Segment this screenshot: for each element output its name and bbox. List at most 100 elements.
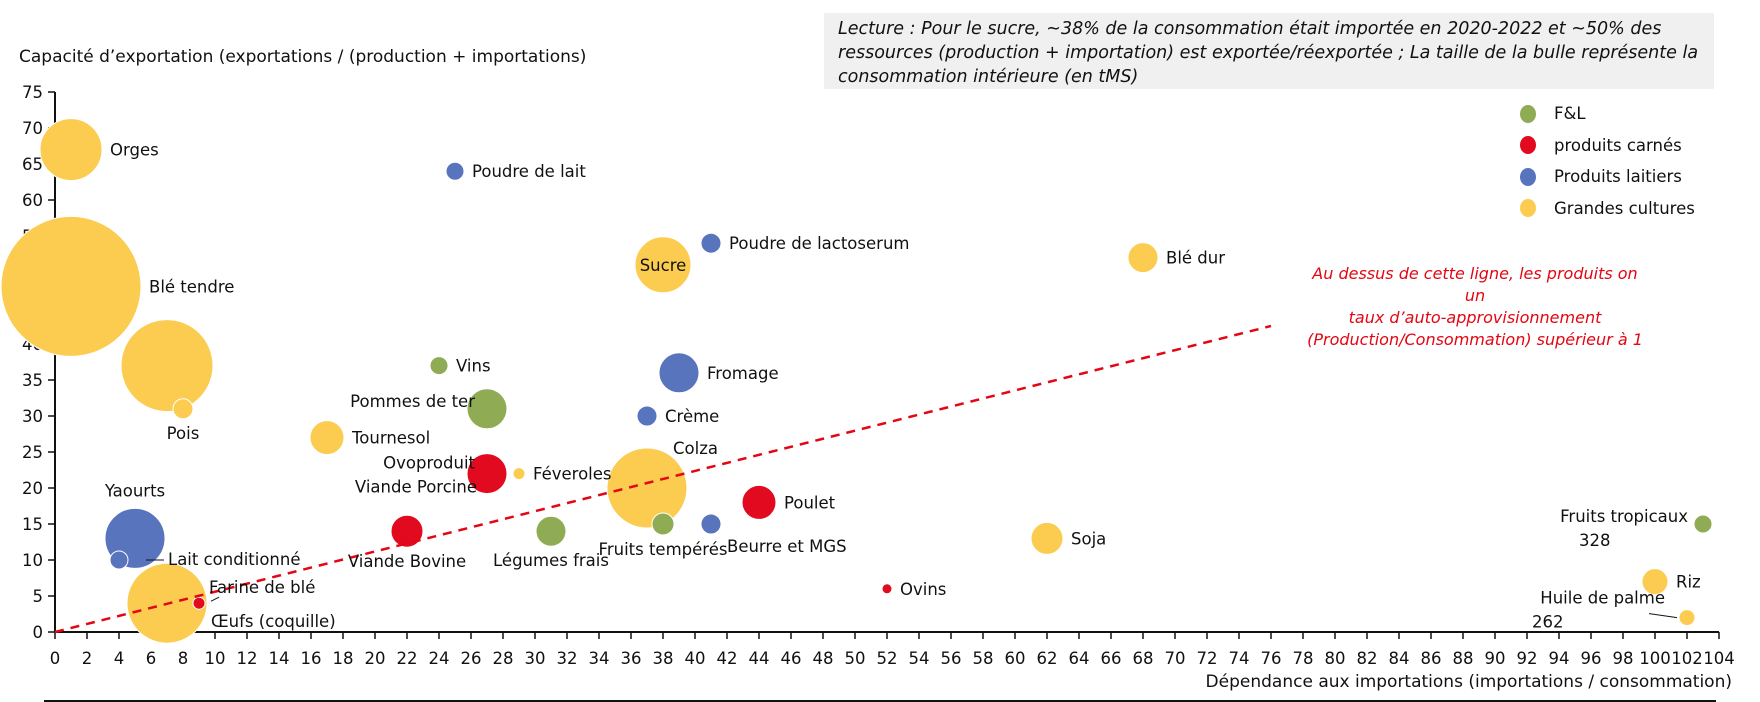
- x-tick-label: 20: [365, 649, 386, 668]
- bubble-fromage: [658, 352, 700, 394]
- x-tick-label: 14: [269, 649, 290, 668]
- bubble-label: Huile de palme: [1540, 589, 1665, 608]
- leader-line: [210, 596, 220, 602]
- x-tick-label: 40: [685, 649, 706, 668]
- bubble-orges: [39, 118, 103, 182]
- y-tick-label: 25: [22, 443, 43, 462]
- bubble-label: Ovins: [900, 580, 946, 599]
- x-tick-label: 72: [1197, 649, 1218, 668]
- bubble-label: Blé tendre: [149, 277, 234, 296]
- x-tick-label: 0: [50, 649, 61, 668]
- bubble-bl-tendre: [0, 215, 142, 357]
- bubble-poulet: [741, 484, 777, 520]
- x-tick-label: 34: [589, 649, 610, 668]
- bottom-rule: [44, 700, 1716, 702]
- x-tick-label: 84: [1389, 649, 1410, 668]
- bubble-label: Farine de blé: [209, 578, 315, 597]
- x-tick-label: 62: [1037, 649, 1058, 668]
- bubble-label: Féveroles: [533, 465, 612, 484]
- x-tick-label: 68: [1133, 649, 1154, 668]
- x-tick-label: 38: [653, 649, 674, 668]
- bubble-label: Crème: [665, 407, 719, 426]
- bubble-label: Ovoproduit: [383, 453, 475, 472]
- bubble-value-label: 328: [1579, 531, 1611, 550]
- x-tick-label: 42: [717, 649, 738, 668]
- x-tick-label: 94: [1549, 649, 1570, 668]
- legend-marker: [1520, 167, 1536, 186]
- bubble-label: Colza: [673, 439, 718, 458]
- x-tick-label: 70: [1165, 649, 1186, 668]
- bubble-label: Poudre de lactoserum: [729, 234, 909, 253]
- x-tick-label: 64: [1069, 649, 1090, 668]
- bubble-poudre-de-lait: [445, 161, 465, 181]
- y-tick-label: 30: [22, 407, 43, 426]
- bubble-label: Tournesol: [351, 429, 430, 448]
- bubble-vins: [429, 356, 449, 376]
- x-tick-label: 8: [178, 649, 189, 668]
- x-tick-label: 92: [1517, 649, 1538, 668]
- bubble-label: Soja: [1071, 529, 1106, 548]
- bubble-label: Yaourts: [104, 481, 165, 500]
- bubble-label: Riz: [1676, 573, 1701, 592]
- bubble-label: Beurre et MGS: [727, 537, 847, 556]
- x-tick-label: 88: [1453, 649, 1474, 668]
- bubble-beurre-et-mgs: [700, 513, 722, 535]
- bubble-label: Pois: [167, 424, 200, 443]
- x-tick-label: 86: [1421, 649, 1442, 668]
- x-tick-label: 30: [525, 649, 546, 668]
- bubble-fruits-temp-r-s: [651, 512, 675, 536]
- bubble-label: Viande Bovine: [348, 552, 466, 571]
- x-tick-label: 78: [1293, 649, 1314, 668]
- bubble-pommes-de-ter: [466, 388, 508, 430]
- x-tick-label: 104: [1703, 649, 1735, 668]
- bubble-label: Viande Porcine: [355, 478, 477, 497]
- y-tick-label: 10: [22, 551, 43, 570]
- legend-label: F&L: [1554, 104, 1586, 124]
- bubble-label: Poulet: [784, 493, 836, 512]
- bubble-label: Fruits tempérés: [599, 540, 728, 559]
- bubble-label: Sucre: [640, 256, 687, 275]
- x-tick-label: 22: [397, 649, 418, 668]
- legend-label: Grandes cultures: [1554, 198, 1695, 218]
- bubble-label: Vins: [456, 357, 491, 376]
- y-tick-label: 65: [22, 155, 43, 174]
- y-tick-label: 70: [22, 119, 43, 138]
- x-tick-label: 16: [301, 649, 322, 668]
- legend-item-carnes: produits carnés: [1520, 130, 1695, 162]
- y-tick-label: 15: [22, 515, 43, 534]
- x-tick-label: 24: [429, 649, 450, 668]
- x-tick-label: 52: [877, 649, 898, 668]
- bubble-label: Légumes frais: [493, 551, 609, 570]
- y-tick-label: 75: [22, 83, 43, 102]
- x-tick-label: 18: [333, 649, 354, 668]
- x-tick-label: 32: [557, 649, 578, 668]
- x-tick-label: 96: [1581, 649, 1602, 668]
- bubble-tournesol: [309, 420, 345, 456]
- bubble--ufs-coquille-: [192, 596, 206, 610]
- x-tick-label: 44: [749, 649, 770, 668]
- legend-item-grandes-cultures: Grandes cultures: [1520, 193, 1695, 225]
- bubble-label: Blé dur: [1166, 249, 1225, 268]
- leader-line: [1648, 613, 1678, 619]
- self-sufficiency-line: [54, 324, 1272, 634]
- legend-item-fl: F&L: [1520, 98, 1695, 130]
- y-axis-title: Capacité d’exportation (exportations / (…: [19, 47, 587, 67]
- bubble-f-veroles: [512, 467, 526, 481]
- x-tick-label: 80: [1325, 649, 1346, 668]
- bubble-poudre-de-lactoserum: [700, 232, 722, 254]
- bubble-pois: [172, 398, 194, 420]
- reference-line-annotation: Au dessus de cette ligne, les produits o…: [1300, 263, 1650, 351]
- x-tick-label: 66: [1101, 649, 1122, 668]
- x-tick-label: 60: [1005, 649, 1026, 668]
- reading-note: Lecture : Pour le sucre, ~38% de la cons…: [824, 13, 1714, 89]
- x-tick-label: 26: [461, 649, 482, 668]
- y-tick-label: 60: [22, 191, 43, 210]
- bubble-label: Orges: [110, 141, 159, 160]
- bubble-colza: [606, 447, 688, 529]
- legend-label: produits carnés: [1554, 135, 1682, 155]
- legend-label: Produits laitiers: [1554, 167, 1682, 187]
- x-tick-label: 54: [909, 649, 930, 668]
- bubble-ovins: [881, 583, 893, 595]
- bubble-label: Fromage: [707, 364, 779, 383]
- y-tick-label: 35: [22, 371, 43, 390]
